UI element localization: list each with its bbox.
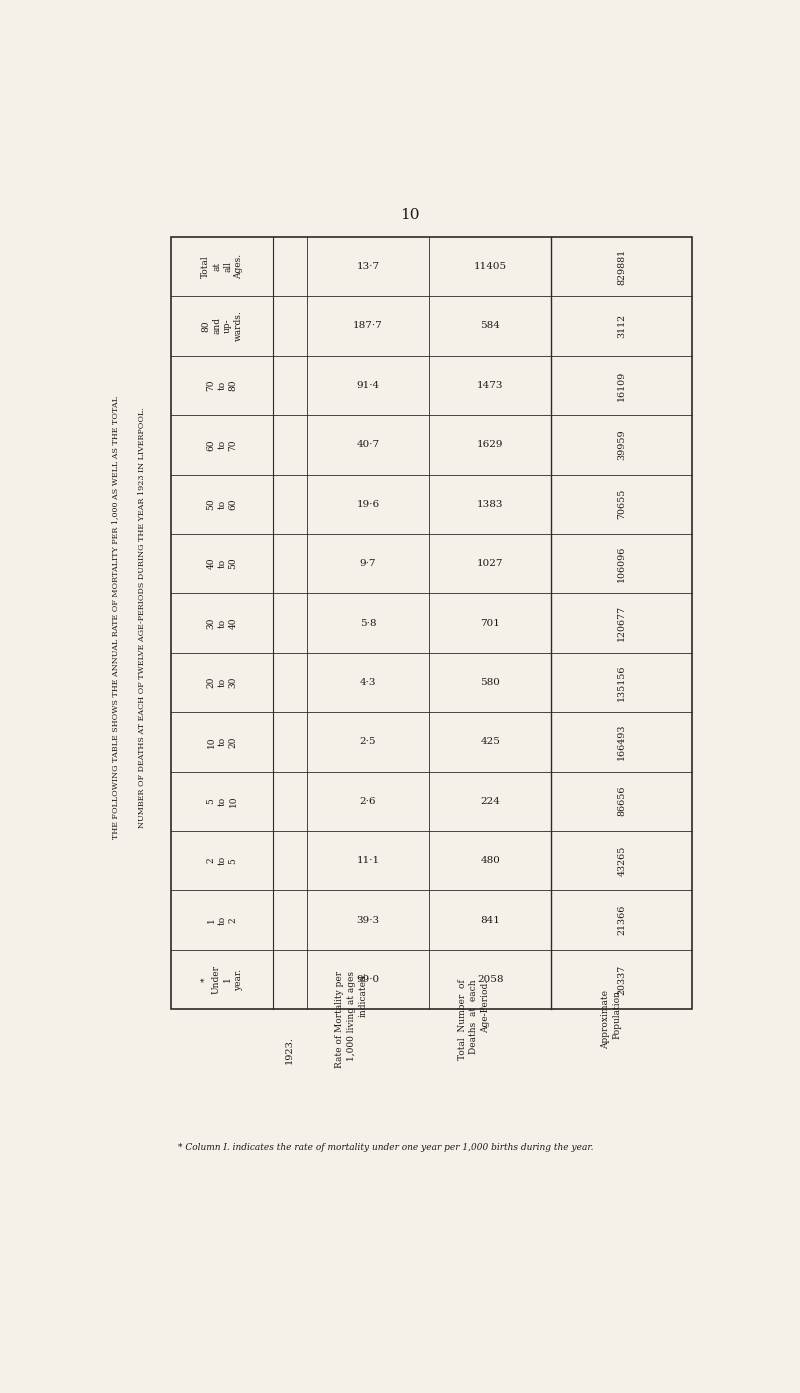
Text: * Column I. indicates the rate of mortality under one year per 1,000 births duri: * Column I. indicates the rate of mortal… [178, 1144, 593, 1152]
Text: 5·8: 5·8 [360, 618, 376, 627]
Text: Rate of Mortality per
1,000 living at ages
indicated.: Rate of Mortality per 1,000 living at ag… [335, 971, 368, 1068]
Text: 135156: 135156 [618, 664, 626, 701]
Text: 39·3: 39·3 [356, 915, 379, 925]
Text: 584: 584 [480, 322, 500, 330]
Text: 829881: 829881 [618, 248, 626, 284]
Text: 5
to
10: 5 to 10 [206, 795, 238, 807]
Text: Total  Number  of
Deaths  at  each
Age-Period.: Total Number of Deaths at each Age-Perio… [458, 979, 490, 1060]
Text: 50
to
60: 50 to 60 [206, 499, 238, 510]
Text: 86656: 86656 [618, 786, 626, 816]
Text: 9·7: 9·7 [360, 559, 376, 568]
Text: Approximate
Population: Approximate Population [601, 990, 622, 1049]
Text: 10: 10 [400, 208, 420, 221]
Text: 3112: 3112 [618, 313, 626, 338]
Text: 11·1: 11·1 [356, 857, 379, 865]
Text: 187·7: 187·7 [353, 322, 382, 330]
Text: 21366: 21366 [618, 905, 626, 935]
Text: 2·6: 2·6 [360, 797, 376, 805]
Text: 11405: 11405 [474, 262, 507, 272]
Text: 224: 224 [480, 797, 500, 805]
Text: 19·6: 19·6 [356, 500, 379, 508]
Text: 16109: 16109 [618, 371, 626, 401]
Text: 43265: 43265 [618, 846, 626, 876]
Text: 1923.: 1923. [286, 1036, 294, 1064]
Text: 20337: 20337 [618, 964, 626, 995]
Text: 120677: 120677 [618, 605, 626, 641]
Text: 70655: 70655 [618, 489, 626, 520]
Text: 1
to
2: 1 to 2 [206, 915, 238, 925]
Text: 480: 480 [480, 857, 500, 865]
Text: 1383: 1383 [477, 500, 503, 508]
Text: 91·4: 91·4 [356, 380, 379, 390]
Text: 40·7: 40·7 [356, 440, 379, 450]
Text: 13·7: 13·7 [356, 262, 379, 272]
Text: 60
to
70: 60 to 70 [206, 439, 238, 450]
Text: 1027: 1027 [477, 559, 503, 568]
Text: Total
at
all
Ages.: Total at all Ages. [201, 254, 243, 279]
Text: 20
to
30: 20 to 30 [206, 677, 238, 688]
Text: 166493: 166493 [618, 723, 626, 761]
Text: 580: 580 [480, 678, 500, 687]
Text: 30
to
40: 30 to 40 [206, 617, 238, 628]
Text: 701: 701 [480, 618, 500, 627]
Text: 40
to
50: 40 to 50 [206, 557, 238, 570]
Text: 2058: 2058 [477, 975, 503, 983]
Text: NUMBER OF DEATHS AT EACH OF TWELVE AGE-PERIODS DURING THE YEAR 1923 IN LIVERPOOL: NUMBER OF DEATHS AT EACH OF TWELVE AGE-P… [138, 407, 146, 827]
Text: *
Under
1
year.: * Under 1 year. [201, 965, 243, 995]
Text: 425: 425 [480, 737, 500, 747]
Text: THE FOLLOWING TABLE SHOWS THE ANNUAL RATE OF MORTALITY PER 1,000 AS WELL AS THE : THE FOLLOWING TABLE SHOWS THE ANNUAL RAT… [111, 396, 119, 839]
Text: 2·5: 2·5 [360, 737, 376, 747]
Text: 1473: 1473 [477, 380, 503, 390]
Text: 39959: 39959 [618, 429, 626, 460]
Text: 70
to
80: 70 to 80 [206, 380, 238, 391]
Text: 1629: 1629 [477, 440, 503, 450]
Text: 4·3: 4·3 [360, 678, 376, 687]
Text: 10
to
20: 10 to 20 [206, 736, 238, 748]
Text: 841: 841 [480, 915, 500, 925]
Text: 80
and
up-
wards.: 80 and up- wards. [201, 311, 243, 341]
Text: 99·0: 99·0 [356, 975, 379, 983]
Text: 2
to
5: 2 to 5 [206, 857, 238, 865]
Text: 106096: 106096 [618, 546, 626, 582]
